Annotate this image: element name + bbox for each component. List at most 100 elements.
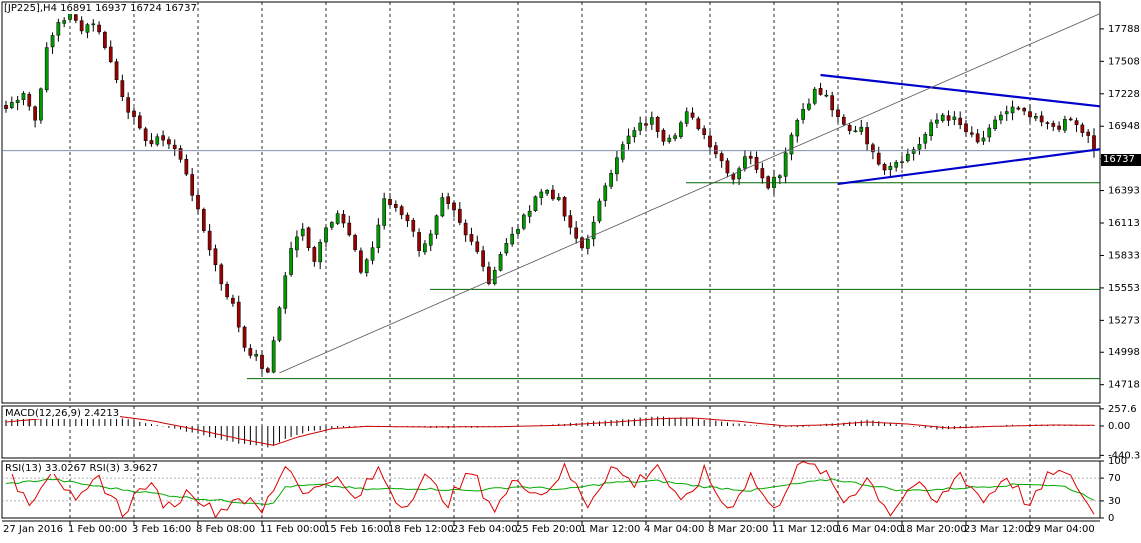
candle-bull (498, 254, 503, 271)
macd-label: MACD(12,26,9) 2.4213 (4, 408, 121, 419)
candle-bear (836, 109, 840, 117)
candle-bear (120, 80, 125, 98)
candle-bear (103, 31, 107, 48)
candle-bull (492, 270, 497, 285)
candle-bear (1039, 115, 1044, 123)
rsi-label: RSI(13) 33.0267 RSI(3) 3.9627 (4, 463, 160, 474)
y-tick-label: 15273 (1108, 315, 1140, 326)
candle-bear (871, 144, 875, 153)
candle-bull (626, 135, 631, 144)
x-tick-label: 25 Feb 20:00 (516, 524, 582, 535)
y-tick-label: 14998 (1108, 347, 1140, 358)
symbol-label: [JP225],H4 16891 16937 16724 16737 (4, 3, 197, 14)
candle-bear (405, 214, 410, 222)
candle-bear (969, 132, 974, 135)
y-tick-label: 16393 (1108, 186, 1140, 197)
x-tick-label: 29 Mar 04:00 (1028, 524, 1095, 535)
candle-bear (1074, 120, 1079, 126)
candle-bear (143, 128, 148, 141)
candle-bull (428, 233, 433, 246)
candle-bear (265, 368, 270, 373)
candle-bull (667, 137, 672, 142)
candle-bull (888, 165, 893, 170)
candle-bull (434, 215, 439, 235)
candle-bull (510, 233, 515, 245)
candle-bull (295, 236, 299, 251)
candle-bull (254, 354, 259, 357)
x-tick-label: 11 Feb 00:00 (260, 524, 326, 535)
candle-bear (79, 20, 84, 32)
candle-bear (475, 241, 480, 252)
candle-bear (760, 168, 765, 179)
candle-bull (585, 238, 590, 249)
x-tick-label: 1 Mar 12:00 (580, 524, 640, 535)
candle-bear (876, 152, 881, 165)
candle-bear (108, 46, 113, 63)
candle-bear (207, 230, 212, 251)
candle-bull (91, 23, 96, 26)
candle-bull (603, 185, 608, 201)
candle-bull (271, 340, 276, 373)
candle-bull (68, 13, 72, 20)
x-tick-label: 15 Feb 16:00 (324, 524, 390, 535)
candle-bull (44, 47, 49, 91)
candle-bull (423, 243, 427, 253)
candle-bull (283, 275, 288, 309)
candle-bull (1063, 119, 1067, 131)
candle-bear (446, 196, 451, 204)
candle-bull (516, 229, 520, 234)
candle-bull (859, 126, 864, 132)
rsi-tick-label: 100 (1108, 456, 1127, 467)
candle-bull (911, 149, 916, 154)
candle-bear (97, 24, 101, 33)
candle-bear (469, 234, 474, 242)
macd-tick-label: 257.6 (1108, 404, 1137, 415)
candle-bear (126, 97, 131, 113)
candle-bear (457, 208, 462, 223)
x-tick-label: 18 Feb 12:00 (388, 524, 454, 535)
candle-bear (312, 247, 317, 262)
candle-bear (946, 115, 951, 121)
candle-bull (318, 242, 323, 263)
candle-bear (236, 301, 241, 328)
candle-bull (917, 144, 922, 150)
candle-bull (935, 119, 939, 124)
candle-bear (487, 266, 491, 284)
candle-bear (690, 112, 695, 118)
candle-bear (73, 14, 78, 21)
candle-bear (172, 144, 177, 150)
candle-bear (1051, 123, 1056, 127)
candle-bear (242, 326, 247, 348)
candle-bull (155, 136, 160, 145)
candle-bull (993, 119, 997, 129)
candle-bear (347, 222, 352, 236)
candle-bull (615, 157, 619, 175)
candle-bear (184, 158, 189, 175)
candle-bull (894, 162, 899, 168)
candle-bear (196, 194, 200, 210)
candle-bull (539, 191, 544, 198)
candle-bull (684, 111, 689, 124)
candle-bear (1086, 131, 1091, 136)
x-tick-label: 3 Feb 16:00 (132, 524, 191, 535)
candle-bear (1016, 107, 1021, 110)
candle-bear (137, 115, 142, 129)
candle-bear (847, 125, 852, 131)
candle-bull (743, 156, 747, 169)
candle-bear (190, 174, 195, 196)
candle-bull (324, 227, 328, 243)
candle-bull (789, 134, 794, 155)
candle-bear (1045, 122, 1050, 124)
panel-frame-2 (1, 405, 1101, 459)
triangle-trendline (837, 148, 1101, 186)
x-tick-label: 18 Mar 20:00 (900, 524, 967, 535)
candle-bear (1080, 124, 1085, 133)
candle-bull (987, 127, 992, 138)
rsi-tick-label: 30 (1108, 496, 1121, 507)
candle-bear (132, 110, 136, 117)
candle-bear (452, 202, 456, 211)
candle-bull (620, 144, 625, 160)
candle-bull (335, 213, 340, 224)
